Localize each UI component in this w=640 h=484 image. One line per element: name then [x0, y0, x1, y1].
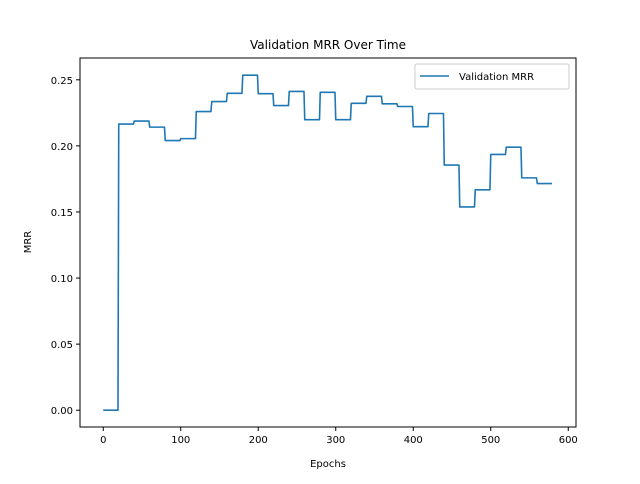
y-tick-label: 0.05 [51, 340, 73, 351]
x-axis-ticks: 0 100 200 300 400 500 600 [100, 427, 578, 446]
y-tick-label: 0.20 [51, 142, 73, 153]
x-tick-label: 400 [404, 435, 423, 446]
y-axis-ticks: 0.00 0.05 0.10 0.15 0.20 0.25 [51, 76, 80, 417]
chart-title: Validation MRR Over Time [250, 38, 406, 52]
axes-frame [79, 57, 577, 428]
legend: Validation MRR [414, 63, 570, 90]
y-tick-label: 0.10 [51, 274, 73, 285]
y-tick-label: 0.00 [51, 406, 73, 417]
x-tick-label: 100 [171, 435, 190, 446]
y-tick-label: 0.15 [51, 208, 73, 219]
y-axis-label: MRR [23, 231, 34, 254]
x-tick-label: 500 [481, 435, 500, 446]
x-tick-label: 300 [326, 435, 345, 446]
x-tick-label: 200 [249, 435, 268, 446]
x-tick-label: 600 [559, 435, 578, 446]
legend-label-validation-mrr: Validation MRR [459, 72, 534, 83]
series-line-validation-mrr [103, 74, 552, 412]
plot-area [103, 74, 552, 412]
x-axis-label: Epochs [310, 459, 346, 470]
x-tick-label: 0 [100, 435, 106, 446]
y-tick-label: 0.25 [51, 76, 73, 87]
legend-box [414, 63, 570, 90]
